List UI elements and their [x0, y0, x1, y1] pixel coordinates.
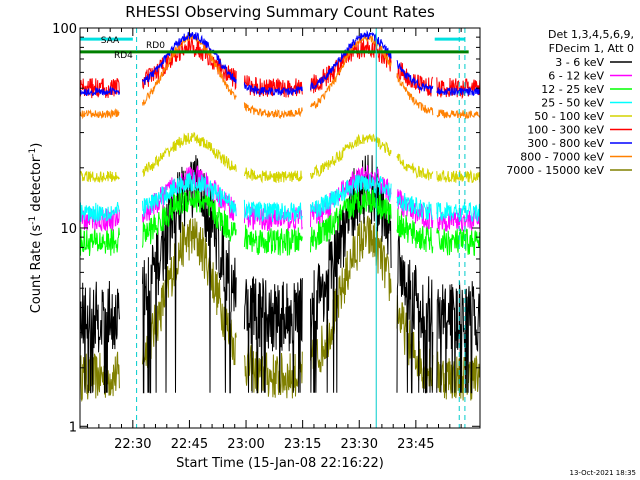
x-tick-label: 22:45 [171, 437, 208, 452]
legend-label: 3 - 6 keV [555, 56, 604, 69]
y-axis-label: Count Rate (s-1 detector-1) [28, 143, 44, 314]
legend-label: 7000 - 15000 keV [506, 164, 604, 177]
series-12-25-kev [80, 187, 480, 257]
y-tick-label: 1 [69, 420, 77, 435]
legend-label: 50 - 100 keV [534, 110, 604, 123]
x-tick-label: 23:00 [227, 437, 264, 452]
x-tick-label: 23:45 [397, 437, 434, 452]
legend-label: 6 - 12 keV [548, 70, 604, 83]
legend-label: 25 - 50 keV [541, 97, 604, 110]
x-tick-label: 22:30 [114, 437, 151, 452]
chart-title: RHESSI Observing Summary Count Rates [125, 3, 435, 21]
x-axis-label: Start Time (15-Jan-08 22:16:22) [176, 456, 384, 471]
annotation-saa: SAA [101, 36, 120, 46]
legend-header-decimation: FDecim 1, Att 0 [549, 42, 634, 55]
x-tick-label: 23:30 [341, 437, 378, 452]
y-tick-label: 100 [52, 22, 77, 37]
legend-label: 100 - 300 keV [527, 124, 604, 137]
annotation-rd4: RD4 [114, 51, 133, 61]
series-50-100-kev [80, 131, 480, 184]
legend-label: 12 - 25 keV [541, 83, 604, 96]
annotation-rd0: RD0 [146, 41, 165, 51]
series-7000-15000-kev [80, 215, 480, 403]
series-300-800-kev [80, 29, 480, 97]
legend-label: 800 - 7000 keV [520, 151, 604, 164]
legend: Det 1,3,4,5,6,9, FDecim 1, Att 0 3 - 6 k… [506, 28, 634, 177]
date-stamp: 13-Oct-2021 18:35 [570, 469, 636, 477]
plot-area: RD0 RD4 SAA [80, 28, 480, 428]
series-25-50-kev [80, 172, 480, 224]
x-tick-label: 23:15 [284, 437, 321, 452]
y-tick-label: 10 [60, 222, 77, 237]
legend-header-detectors: Det 1,3,4,5,6,9, [548, 28, 634, 41]
legend-label: 300 - 800 keV [527, 137, 604, 150]
axis-ticks: 22:30 22:45 23:00 23:15 23:30 23:45 1 10 100 [52, 22, 480, 452]
